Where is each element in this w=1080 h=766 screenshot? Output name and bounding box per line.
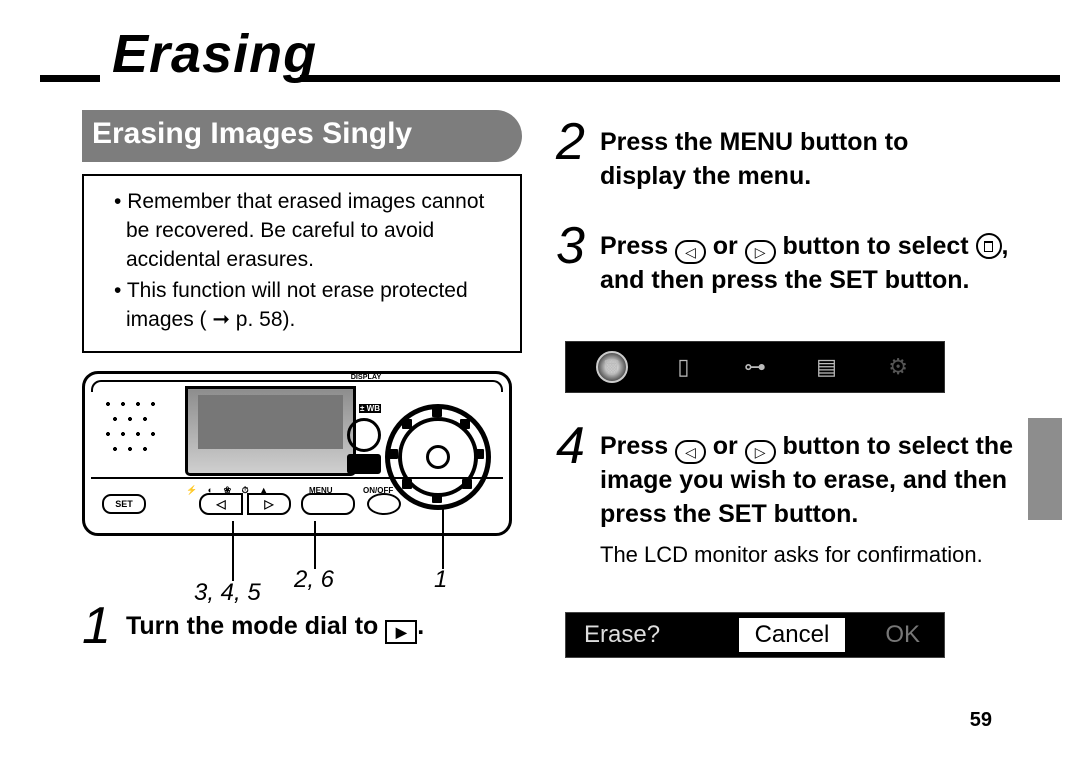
step-number: 3 xyxy=(556,220,600,298)
lcd-cancel-option: Cancel xyxy=(739,618,846,652)
page-title: Erasing xyxy=(112,23,317,85)
playback-icon: ▶ xyxy=(385,620,417,644)
step-body: Press the MENU button to display the men… xyxy=(600,116,996,194)
lcd-erase-single-icon: 🗑 xyxy=(595,350,629,384)
leader-line xyxy=(314,521,316,569)
leader-line xyxy=(232,521,234,581)
speaker-dots-icon xyxy=(103,399,163,459)
dial-tick-icon xyxy=(460,419,470,429)
small-dial-icon xyxy=(347,418,381,452)
page-number: 59 xyxy=(970,709,992,732)
step-4: 4 Press ◁ or ▷ button to select the imag… xyxy=(556,420,1026,570)
step-text: Press xyxy=(600,432,675,460)
section-heading-pill: Erasing Images Singly xyxy=(82,110,522,162)
step-text: or xyxy=(706,432,745,460)
camera-diagram: DISPLAY ± WB ⚡ ◐ ❀ ⏱ ▲ MENU xyxy=(82,371,512,581)
right-arrow-icon: ▷ xyxy=(745,440,776,464)
right-arrow-button-icon: ▷ xyxy=(247,493,291,515)
dial-tick-icon xyxy=(474,449,484,459)
step-body: Press ◁ or ▷ button to select the image … xyxy=(600,420,1026,570)
dial-tick-icon xyxy=(402,419,412,429)
step-text: . xyxy=(417,612,424,640)
step-number: 4 xyxy=(556,420,600,570)
trash-icon xyxy=(976,233,1002,259)
note-box: Remember that erased images cannot be re… xyxy=(82,174,522,353)
step-caption: The LCD monitor asks for confirmation. xyxy=(600,540,1026,570)
dial-tick-icon xyxy=(388,449,398,459)
display-label: DISPLAY xyxy=(351,372,382,380)
set-button-icon: SET xyxy=(102,494,146,514)
lcd-prompt: Erase? xyxy=(584,621,709,649)
lcd-erase-all-icon: ▯ xyxy=(666,350,700,384)
step-3: 3 Press ◁ or ▷ button to select , and th… xyxy=(556,220,1016,298)
step-text: Press xyxy=(600,232,675,260)
title-rule-left xyxy=(40,75,100,82)
lcd-ok-option: OK xyxy=(875,618,930,652)
lcd-protect-icon: ⊶ xyxy=(738,350,772,384)
step-number: 1 xyxy=(82,600,126,652)
left-arrow-icon: ◁ xyxy=(675,240,706,264)
lcd-menu-strip: 🗑 ▯ ⊶ ▤ ⚙ xyxy=(565,341,945,393)
manual-page: Erasing Erasing Images Singly Remember t… xyxy=(0,0,1080,766)
left-column: Erasing Images Singly Remember that eras… xyxy=(82,110,522,581)
lcd-dpof-icon: ▤ xyxy=(810,350,844,384)
right-arrow-icon: ▷ xyxy=(745,240,776,264)
leader-line xyxy=(442,509,444,569)
note-item: This function will not erase protected i… xyxy=(114,277,504,335)
menu-button-icon xyxy=(301,493,355,515)
lcd-setup-icon: ⚙ xyxy=(881,350,915,384)
page-title-bar: Erasing xyxy=(0,15,1080,85)
step-2: 2 Press the MENU button to display the m… xyxy=(556,116,996,194)
left-arrow-icon: ◁ xyxy=(675,440,706,464)
step-1: 1 Turn the mode dial to ▶. xyxy=(82,600,512,652)
title-rule-right xyxy=(300,75,1060,82)
lcd-confirm-strip: Erase? Cancel OK xyxy=(565,612,945,658)
onoff-button-icon xyxy=(367,493,401,515)
step-text: or xyxy=(706,232,745,260)
lcd-screen-icon xyxy=(185,386,356,476)
camera-body: DISPLAY ± WB ⚡ ◐ ❀ ⏱ ▲ MENU xyxy=(82,371,512,536)
leader-middle: 2, 6 xyxy=(294,566,334,594)
step-number: 2 xyxy=(556,116,600,194)
note-item: Remember that erased images cannot be re… xyxy=(114,188,504,275)
section-tab xyxy=(1028,418,1062,520)
section-heading: Erasing Images Singly xyxy=(92,117,412,151)
wb-label: ± WB xyxy=(359,404,381,413)
leader-right: 1 xyxy=(434,566,447,594)
step-body: Turn the mode dial to ▶. xyxy=(126,600,424,652)
step-body: Press ◁ or ▷ button to select , and then… xyxy=(600,220,1016,298)
wb-button-icon xyxy=(347,454,381,474)
left-arrow-button-icon: ◁ xyxy=(199,493,243,515)
step-text: Turn the mode dial to xyxy=(126,612,385,640)
step-text: button to select xyxy=(776,232,976,260)
dial-tick-icon xyxy=(432,407,442,417)
